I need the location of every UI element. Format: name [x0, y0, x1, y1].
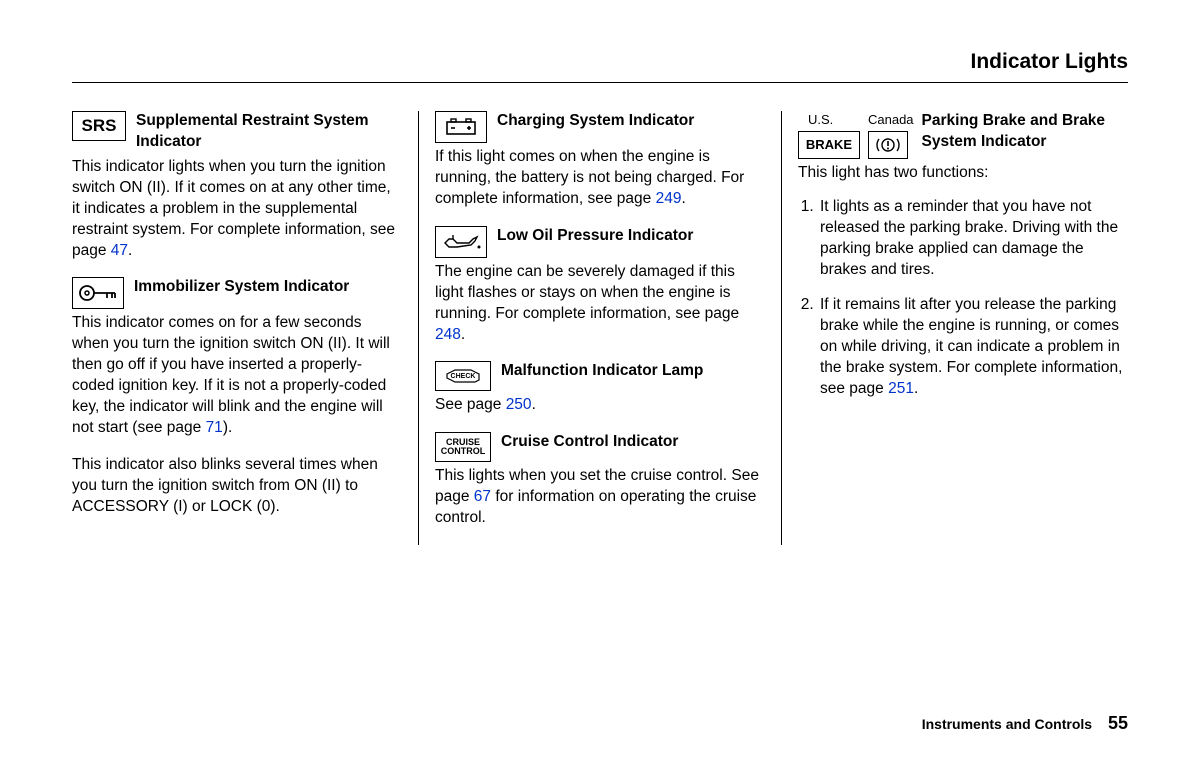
check-engine-icon: CHECK: [435, 361, 491, 391]
immobilizer-body: This indicator comes on for a few second…: [72, 313, 402, 439]
brake-canada-icon: [868, 131, 908, 159]
cruise-page-link[interactable]: 67: [474, 488, 491, 505]
srs-title: Supplemental Restraint System Indicator: [136, 111, 402, 153]
oil-body: The engine can be severely damaged if th…: [435, 262, 765, 346]
srs-block: SRS Supplemental Restraint System Indica…: [72, 111, 402, 261]
charging-block: Charging System Indicator If this light …: [435, 111, 765, 210]
battery-icon: [435, 111, 487, 143]
brake-block: U.S. BRAKE Canada: [798, 111, 1128, 400]
footer-page-number: 55: [1108, 713, 1128, 733]
header-rule: [72, 82, 1128, 83]
cruise-block: CRUISE CONTROL Cruise Control Indicator …: [435, 432, 765, 529]
immobilizer-block: Immobilizer System Indicator This indica…: [72, 277, 402, 439]
srs-body: This indicator lights when you turn the …: [72, 157, 402, 262]
charging-body: If this light comes on when the engine i…: [435, 147, 765, 210]
immobilizer-title: Immobilizer System Indicator: [134, 277, 349, 298]
cruise-icon: CRUISE CONTROL: [435, 432, 491, 462]
us-icon-group: U.S. BRAKE: [798, 111, 860, 159]
column-2: Charging System Indicator If this light …: [419, 111, 782, 545]
mil-block: CHECK Malfunction Indicator Lamp See pag…: [435, 361, 765, 416]
canada-label: Canada: [868, 111, 914, 129]
column-3: U.S. BRAKE Canada: [782, 111, 1128, 545]
manual-page: Indicator Lights SRS Supplemental Restra…: [0, 0, 1200, 766]
brake-item-1: It lights as a reminder that you have no…: [818, 197, 1128, 281]
charging-page-link[interactable]: 249: [656, 190, 682, 207]
oil-title: Low Oil Pressure Indicator: [497, 226, 693, 247]
key-icon: [72, 277, 124, 309]
mil-body: See page 250.: [435, 395, 765, 416]
oil-icon: [435, 226, 487, 258]
cruise-title: Cruise Control Indicator: [501, 432, 678, 453]
brake-title: Parking Brake and Brake System Indicator: [922, 111, 1128, 153]
mil-page-link[interactable]: 250: [506, 396, 532, 413]
brake-intro: This light has two functions:: [798, 163, 1128, 184]
brake-list: It lights as a reminder that you have no…: [798, 197, 1128, 399]
oil-page-link[interactable]: 248: [435, 326, 461, 343]
srs-icon: SRS: [72, 111, 126, 141]
brake-page-link[interactable]: 251: [888, 380, 914, 397]
mil-title: Malfunction Indicator Lamp: [501, 361, 703, 382]
oil-block: Low Oil Pressure Indicator The engine ca…: [435, 226, 765, 346]
us-label: U.S.: [798, 111, 860, 129]
immobilizer-para2: This indicator also blinks several times…: [72, 455, 402, 518]
immobilizer-page-link[interactable]: 71: [206, 419, 223, 436]
cruise-body: This lights when you set the cruise cont…: [435, 466, 765, 529]
title-row: Indicator Lights: [72, 50, 1128, 74]
content-columns: SRS Supplemental Restraint System Indica…: [72, 111, 1128, 545]
brake-item-2: If it remains lit after you release the …: [818, 295, 1128, 400]
srs-page-link[interactable]: 47: [111, 242, 128, 259]
brake-us-icon: BRAKE: [798, 131, 860, 159]
charging-title: Charging System Indicator: [497, 111, 694, 132]
footer-section: Instruments and Controls: [922, 716, 1092, 732]
page-footer: Instruments and Controls 55: [922, 713, 1128, 734]
page-title: Indicator Lights: [971, 50, 1129, 73]
canada-icon-group: Canada: [868, 111, 914, 159]
column-1: SRS Supplemental Restraint System Indica…: [72, 111, 419, 545]
